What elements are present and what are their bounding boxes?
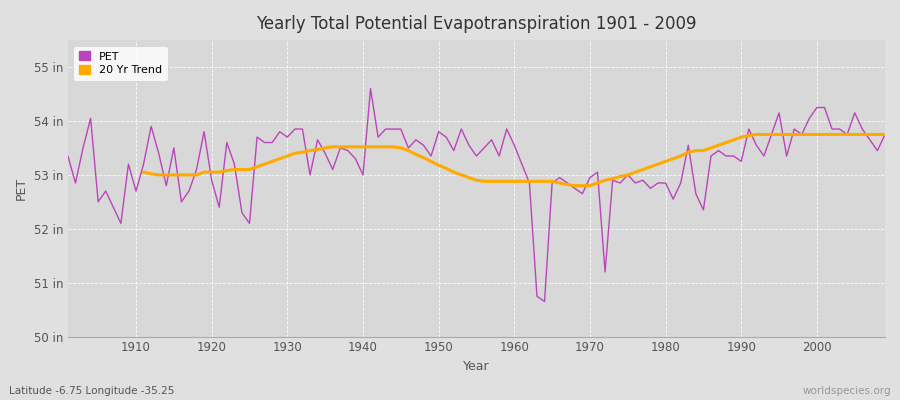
Title: Yearly Total Potential Evapotranspiration 1901 - 2009: Yearly Total Potential Evapotranspiratio… <box>256 15 697 33</box>
20 Yr Trend <box>335 144 346 149</box>
Line: 20 Yr Trend: 20 Yr Trend <box>144 134 885 186</box>
PET <box>508 143 519 148</box>
PET <box>62 154 73 158</box>
20 Yr Trend <box>508 179 519 184</box>
X-axis label: Year: Year <box>464 360 490 373</box>
Y-axis label: PET: PET <box>15 177 28 200</box>
20 Yr Trend <box>879 132 890 137</box>
Line: PET: PET <box>68 89 885 302</box>
PET <box>879 132 890 137</box>
PET <box>335 146 346 150</box>
20 Yr Trend <box>501 179 512 184</box>
Legend: PET, 20 Yr Trend: PET, 20 Yr Trend <box>74 46 167 81</box>
PET <box>615 180 626 185</box>
Text: Latitude -6.75 Longitude -35.25: Latitude -6.75 Longitude -35.25 <box>9 386 175 396</box>
20 Yr Trend <box>599 178 610 183</box>
PET <box>123 162 134 166</box>
PET <box>517 162 527 166</box>
PET <box>290 127 301 132</box>
20 Yr Trend <box>290 151 301 156</box>
PET <box>539 299 550 304</box>
PET <box>365 86 376 91</box>
Text: worldspecies.org: worldspecies.org <box>803 386 891 396</box>
